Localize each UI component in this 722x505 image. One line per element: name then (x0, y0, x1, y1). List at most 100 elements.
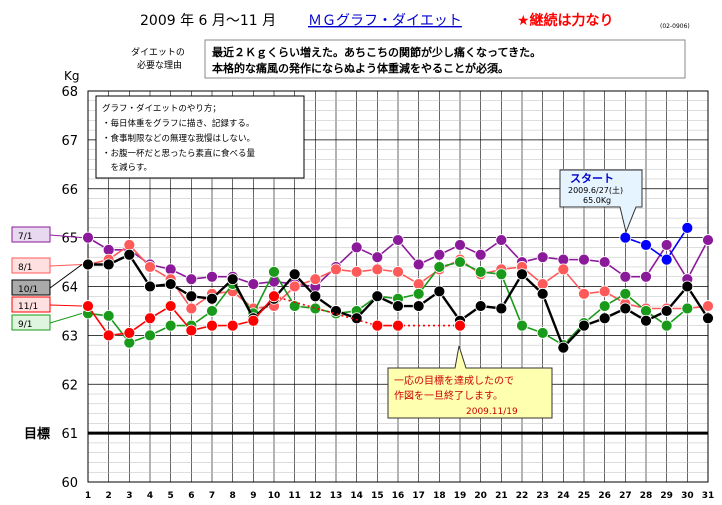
weight-chart: 2009 年 6 月〜11 月 ＭＧグラフ・ダイエット ★継続は力なり (02-… (0, 0, 722, 505)
data-point-october (434, 286, 445, 297)
data-point-september (434, 261, 445, 272)
data-point-july (207, 271, 218, 282)
x-tick-label: 28 (640, 491, 653, 501)
header-code: (02-0906) (660, 23, 690, 30)
series-june (620, 222, 693, 265)
y-tick-label: 65 (61, 232, 78, 247)
y-tick-label: 68 (61, 85, 78, 100)
data-point-september (641, 305, 652, 316)
data-point-july (434, 249, 445, 260)
data-point-july (641, 271, 652, 282)
x-tick-label: 3 (126, 491, 132, 501)
y-tick-label: 64 (61, 281, 78, 296)
data-point-july (537, 252, 548, 263)
data-point-august (186, 303, 197, 314)
data-point-october (310, 291, 321, 302)
data-point-september (165, 320, 176, 331)
howto-line-3: ・お腹一杯だと思ったら素直に食べる量 (102, 148, 256, 159)
data-point-june (661, 254, 672, 265)
y-tick-label: 62 (61, 378, 78, 393)
data-point-july (475, 249, 486, 260)
reason-label-line2: 必要な理由 (137, 59, 182, 71)
x-tick-label: 7 (209, 491, 215, 501)
header-title[interactable]: ＭＧグラフ・ダイエット (308, 13, 462, 29)
data-point-october (475, 301, 486, 312)
data-point-november (103, 330, 114, 341)
month-label-september: 9/1 (18, 320, 32, 330)
data-point-july (248, 279, 259, 290)
data-point-november (393, 320, 404, 331)
x-tick-label: 2 (106, 491, 112, 501)
data-point-july (496, 235, 507, 246)
data-point-october (393, 301, 404, 312)
x-tick-label: 10 (268, 491, 281, 501)
y-tick-label: 63 (61, 329, 78, 344)
data-point-september (537, 327, 548, 338)
data-point-october (558, 342, 569, 353)
data-point-october (165, 279, 176, 290)
data-point-september (269, 266, 280, 277)
data-point-october (103, 259, 114, 270)
end-line1: 一応の目標を達成したので (394, 374, 514, 387)
data-point-july (661, 239, 672, 250)
month-label-pointer-november (50, 305, 82, 306)
data-point-august (599, 286, 610, 297)
month-label-november: 11/1 (18, 302, 38, 312)
data-point-november (186, 325, 197, 336)
x-tick-label: 17 (412, 491, 425, 501)
data-point-july (165, 264, 176, 275)
data-point-june (620, 232, 631, 243)
x-tick-label: 20 (474, 491, 487, 501)
data-point-october (372, 291, 383, 302)
data-point-november (227, 320, 238, 331)
end-line2: 作図を一旦終了します。 (394, 389, 503, 402)
data-point-july (558, 254, 569, 265)
data-point-september (455, 257, 466, 268)
data-point-july (599, 257, 610, 268)
start-title: スタート (570, 172, 614, 185)
x-tick-label: 11 (288, 491, 301, 501)
data-point-july (413, 259, 424, 270)
data-point-september (475, 266, 486, 277)
howto-line-4: を減らす。 (102, 162, 152, 173)
x-tick-label: 27 (619, 491, 632, 501)
month-label-august: 8/1 (18, 263, 32, 273)
data-point-september (599, 301, 610, 312)
data-point-august (289, 281, 300, 292)
data-point-august (351, 266, 362, 277)
x-tick-label: 6 (188, 491, 194, 501)
data-point-july (579, 254, 590, 265)
data-point-november (165, 301, 176, 312)
data-point-july (351, 242, 362, 253)
data-point-september (682, 303, 693, 314)
x-tick-label: 31 (702, 491, 715, 501)
data-point-august (145, 261, 156, 272)
data-point-july (103, 244, 114, 255)
data-point-october (517, 269, 528, 280)
header-date-range: 2009 年 6 月〜11 月 (140, 13, 276, 29)
data-point-october (703, 313, 714, 324)
x-tick-label: 22 (516, 491, 529, 501)
data-point-october (83, 259, 94, 270)
data-point-october (537, 288, 548, 299)
y-tick-label: 60 (61, 476, 78, 491)
data-point-july (83, 232, 94, 243)
x-tick-label: 12 (309, 491, 322, 501)
end-callout: 一応の目標を達成したので 作図を一旦終了します。 2009.11/19 (388, 346, 552, 418)
goal-line: 目標 (24, 426, 708, 442)
x-tick-label: 25 (578, 491, 591, 501)
x-tick-label: 24 (557, 491, 570, 501)
data-point-october (620, 303, 631, 314)
start-callout: スタート 2009.6/27(土) 65.0Kg (560, 170, 642, 232)
data-point-october (331, 305, 342, 316)
data-point-september (124, 337, 135, 348)
x-tick-label: 15 (371, 491, 384, 501)
y-tick-label: 67 (61, 134, 78, 149)
howto-line-1: ・毎日体重をグラフに描き、記録する。 (102, 118, 254, 129)
x-tick-label: 21 (495, 491, 508, 501)
data-point-november (372, 320, 383, 331)
data-point-july (703, 235, 714, 246)
x-tick-label: 1 (85, 491, 91, 501)
data-point-august (124, 239, 135, 250)
end-date: 2009.11/19 (466, 407, 518, 417)
